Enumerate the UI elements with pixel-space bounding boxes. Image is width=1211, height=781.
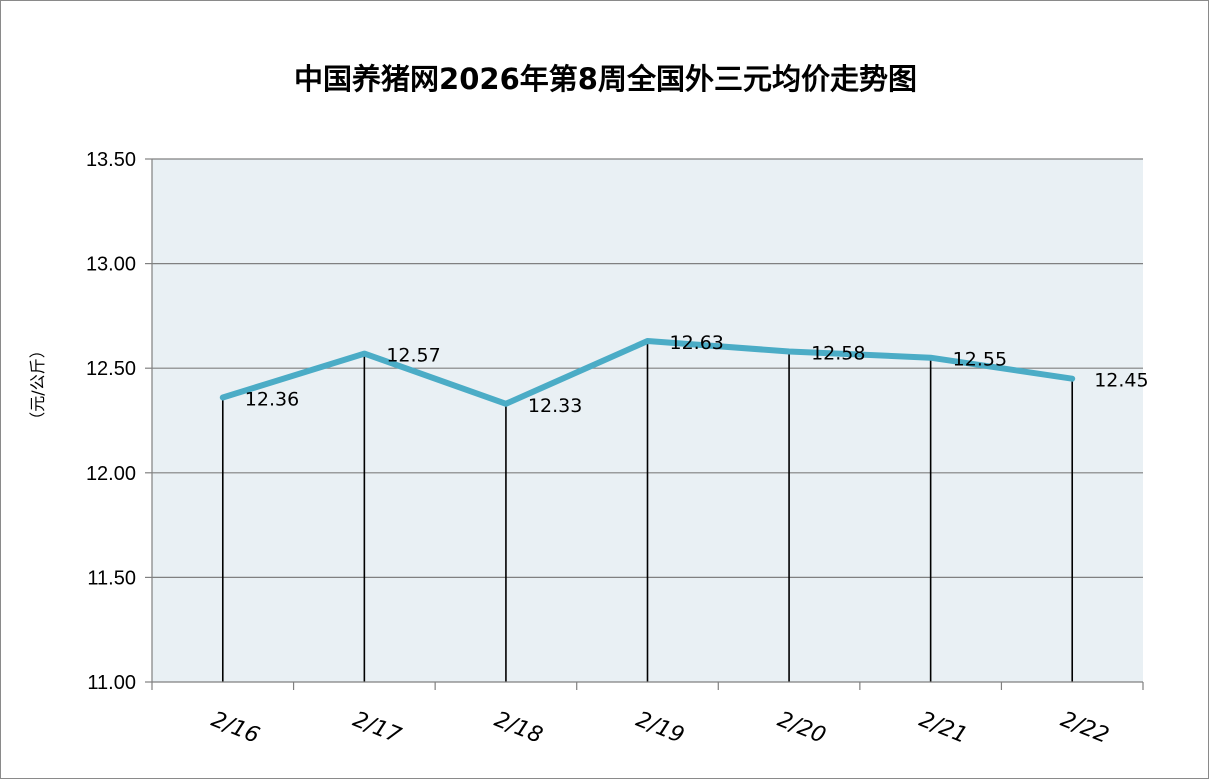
y-tick-label: 11.50 [87, 567, 136, 589]
y-tick-label: 13.00 [86, 254, 136, 276]
y-tick-label: 12.00 [86, 463, 136, 485]
data-label: 12.36 [245, 388, 299, 410]
x-tick-label: 2/22 [1057, 707, 1112, 749]
data-label: 12.33 [528, 395, 582, 417]
data-label: 12.45 [1094, 370, 1148, 392]
data-labels: 12.36 12.57 12.33 12.63 12.58 12.55 12.45 [245, 332, 1149, 417]
axes [151, 159, 1144, 690]
y-tick-label: 13.50 [86, 149, 136, 171]
data-label: 12.55 [953, 349, 1007, 371]
x-tick-label: 2/18 [491, 707, 546, 749]
x-tick-label: 2/21 [915, 707, 970, 749]
drop-lines [221, 341, 1074, 682]
x-tick-label: 2/16 [208, 707, 263, 749]
series-line [219, 338, 1076, 407]
y-tick-label: 12.50 [86, 358, 136, 380]
series [219, 338, 1076, 407]
x-tick-labels: 2/16 2/17 2/18 2/19 2/20 2/21 2/22 [208, 707, 1113, 749]
data-label: 12.63 [670, 332, 724, 354]
y-tick-label: 11.00 [87, 672, 136, 694]
x-tick-label: 2/19 [632, 707, 687, 749]
x-tick-label: 2/20 [774, 707, 829, 749]
data-label: 12.57 [386, 345, 440, 367]
x-tick-label: 2/17 [349, 707, 404, 749]
chart-title: 中国养猪网2026年第8周全国外三元均价走势图 [294, 62, 917, 96]
y-tick-labels: 11.00 11.50 12.00 12.50 13.00 13.50 [86, 149, 136, 694]
data-label: 12.58 [811, 342, 865, 364]
